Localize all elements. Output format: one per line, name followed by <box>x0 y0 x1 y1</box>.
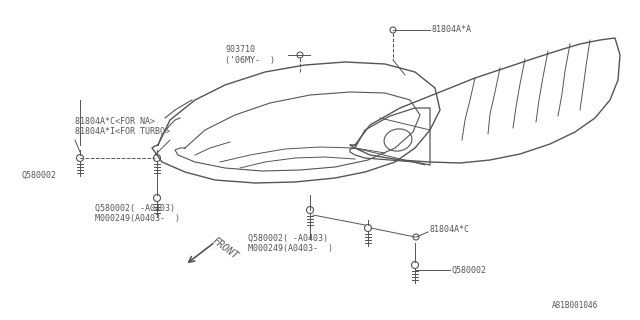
Text: 81804A*I<FOR TURBO>: 81804A*I<FOR TURBO> <box>75 127 170 137</box>
Text: A81B001046: A81B001046 <box>552 301 598 310</box>
Text: Q580002: Q580002 <box>452 266 487 275</box>
Text: Q580002( -A0403): Q580002( -A0403) <box>248 234 328 243</box>
Text: 81804A*A: 81804A*A <box>432 26 472 35</box>
Text: 903710: 903710 <box>225 45 255 54</box>
Text: M000249(A0403-  ): M000249(A0403- ) <box>248 244 333 252</box>
Text: Q580002( -A0403): Q580002( -A0403) <box>95 204 175 212</box>
Text: 81804A*C: 81804A*C <box>430 226 470 235</box>
Text: ('06MY-  ): ('06MY- ) <box>225 55 275 65</box>
Text: Q580002: Q580002 <box>22 171 57 180</box>
Text: FRONT: FRONT <box>210 235 239 261</box>
Text: M000249(A0403-  ): M000249(A0403- ) <box>95 213 180 222</box>
Text: 81804A*C<FOR NA>: 81804A*C<FOR NA> <box>75 117 155 126</box>
